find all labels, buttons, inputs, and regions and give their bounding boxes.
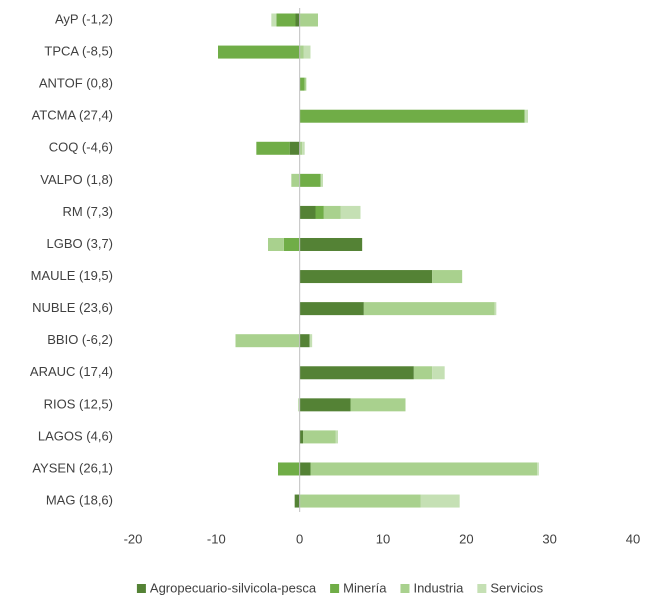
legend-swatch bbox=[477, 584, 487, 593]
bar-segment bbox=[350, 398, 406, 412]
category-label: ATCMA (27,4) bbox=[32, 108, 113, 123]
bar-segment bbox=[299, 334, 310, 348]
bar-segment bbox=[537, 462, 539, 476]
bar-segment bbox=[302, 141, 305, 155]
bar-segment bbox=[278, 462, 300, 476]
bar-segment bbox=[309, 334, 313, 348]
legend-swatch bbox=[136, 584, 146, 593]
bar-segment bbox=[335, 430, 338, 444]
legend-swatch bbox=[330, 584, 340, 593]
bar-segment bbox=[363, 302, 495, 316]
bar-segment bbox=[299, 398, 351, 412]
category-label: ARAUC (17,4) bbox=[30, 364, 113, 379]
bar-segment bbox=[320, 173, 323, 187]
x-tick-label: -20 bbox=[124, 531, 143, 546]
bar-segment bbox=[303, 430, 336, 444]
category-label: BBIO (-6,2) bbox=[47, 332, 113, 347]
category-label: MAULE (19,5) bbox=[31, 268, 113, 283]
category-label: LAGOS (4,6) bbox=[38, 428, 113, 443]
bar-segment bbox=[299, 173, 321, 187]
bar-segment bbox=[299, 366, 414, 380]
category-label: RIOS (12,5) bbox=[44, 396, 113, 411]
x-tick-label: 0 bbox=[296, 531, 303, 546]
bar-segment bbox=[299, 77, 305, 91]
bar-segment bbox=[289, 141, 300, 155]
bar-segment bbox=[299, 109, 525, 123]
category-label: LGBO (3,7) bbox=[47, 236, 113, 251]
bar-segment bbox=[303, 45, 311, 59]
legend-label: Industria bbox=[413, 580, 464, 595]
bar-segment bbox=[299, 141, 303, 155]
bar-segment bbox=[432, 366, 445, 380]
bar-segment bbox=[276, 13, 296, 27]
bar-segment bbox=[271, 13, 277, 27]
bar-segment bbox=[218, 45, 300, 59]
legend-swatch bbox=[400, 584, 410, 593]
bar-segment bbox=[294, 494, 300, 508]
bar-segment bbox=[323, 205, 341, 219]
bar-segment bbox=[340, 205, 361, 219]
bar-segment bbox=[291, 173, 300, 187]
category-label: AYSEN (26,1) bbox=[32, 460, 113, 475]
bar-segment bbox=[315, 205, 324, 219]
bar-segment bbox=[299, 270, 433, 284]
bar-segment bbox=[413, 366, 433, 380]
bar-segment bbox=[432, 270, 463, 284]
bar-segment bbox=[235, 334, 300, 348]
bar-segment bbox=[298, 398, 300, 412]
bar-segment bbox=[299, 237, 363, 251]
x-tick-label: 40 bbox=[626, 531, 640, 546]
bar-segment bbox=[304, 77, 307, 91]
category-label: VALPO (1,8) bbox=[40, 172, 113, 187]
x-tick-label: 30 bbox=[542, 531, 556, 546]
bar-segment bbox=[299, 494, 421, 508]
bar-segment bbox=[268, 237, 284, 251]
bar-segment bbox=[283, 237, 300, 251]
legend-label: Minería bbox=[343, 580, 387, 595]
category-label: NUBLE (23,6) bbox=[32, 300, 113, 315]
legend-label: Agropecuario-silvicola-pesca bbox=[150, 580, 317, 595]
x-tick-label: 20 bbox=[459, 531, 473, 546]
category-label: COQ (-4,6) bbox=[49, 140, 113, 155]
bar-segment bbox=[299, 13, 318, 27]
bar-segment bbox=[299, 430, 303, 444]
x-tick-label: -10 bbox=[207, 531, 226, 546]
bar-segment bbox=[310, 462, 538, 476]
category-label: AyP (-1,2) bbox=[55, 11, 113, 26]
x-tick-label: 10 bbox=[376, 531, 390, 546]
category-label: TPCA (-8,5) bbox=[44, 44, 113, 59]
bar-segment bbox=[299, 302, 364, 316]
category-label: RM (7,3) bbox=[62, 204, 113, 219]
category-label: MAG (18,6) bbox=[46, 492, 113, 507]
bar-segment bbox=[420, 494, 460, 508]
bar-segment bbox=[494, 302, 497, 316]
legend-label: Servicios bbox=[490, 580, 543, 595]
bar-segment bbox=[256, 141, 290, 155]
bar-segment bbox=[295, 13, 300, 27]
bar-segment bbox=[299, 205, 316, 219]
bar-segment bbox=[299, 45, 304, 59]
bar-segment bbox=[524, 109, 528, 123]
category-label: ANTOF (0,8) bbox=[39, 76, 113, 91]
bar-segment bbox=[299, 462, 311, 476]
